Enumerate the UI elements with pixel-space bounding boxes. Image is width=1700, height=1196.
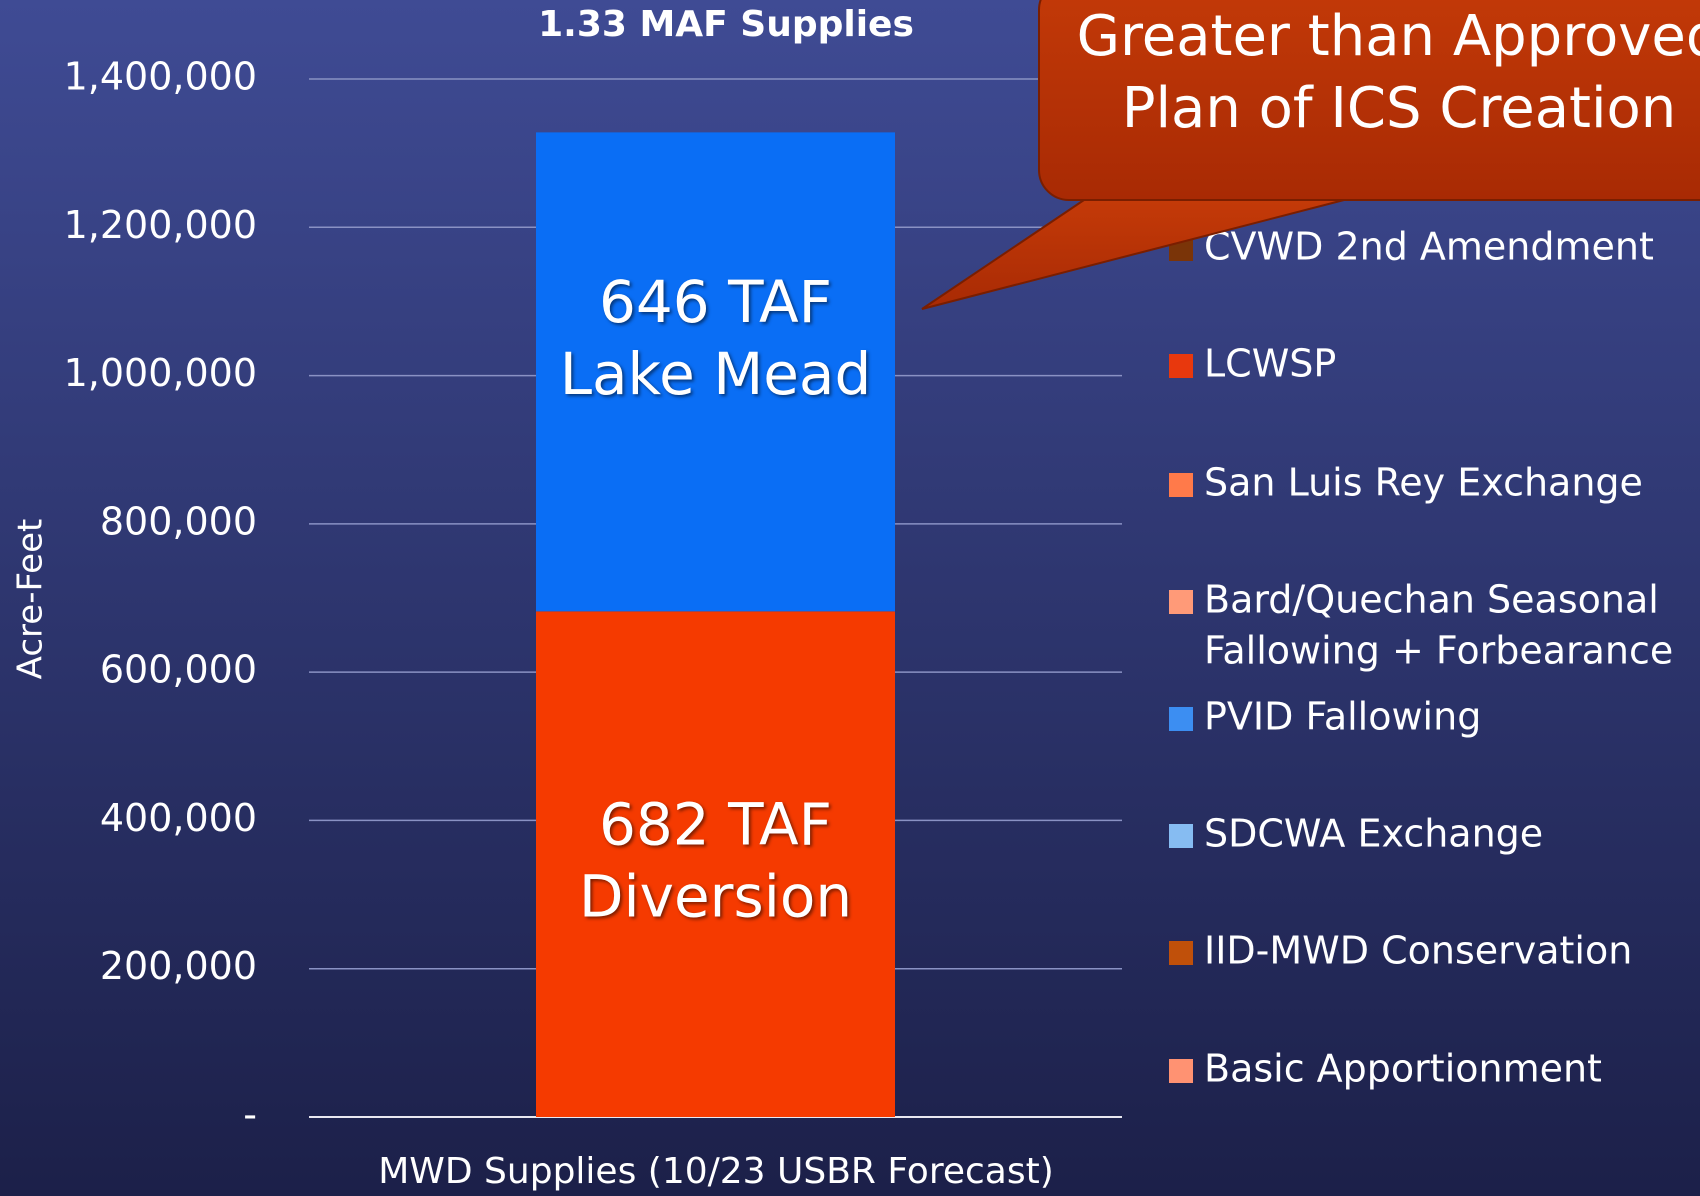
callout-text: Plan of ICS Creation (1122, 76, 1677, 141)
bar-segment (536, 132, 895, 612)
legend-label: Basic Apportionment (1204, 1047, 1602, 1091)
legend-swatch (1169, 473, 1193, 497)
y-tick-label: 1,000,000 (64, 351, 257, 395)
legend-label: LCWSP (1204, 342, 1336, 386)
bar-label: Lake Mead (560, 340, 872, 408)
callout: Greater than Approved Plan of ICS Creati… (921, 0, 1700, 310)
y-tick-label: - (243, 1093, 257, 1137)
legend-label: IID-MWD Conservation (1204, 929, 1632, 973)
legend-label: SDCWA Exchange (1204, 812, 1543, 856)
bar-segment (536, 611, 895, 1117)
legend-swatch (1169, 1059, 1193, 1083)
legend-swatch (1169, 707, 1193, 731)
legend-swatch (1169, 354, 1193, 378)
legend-swatch (1169, 941, 1193, 965)
callout-text: Greater than Approved (1077, 4, 1700, 69)
legend-label: PVID Fallowing (1204, 695, 1481, 739)
y-tick-label: 400,000 (100, 796, 257, 840)
bar-label: 682 TAF (599, 790, 832, 858)
legend-label: San Luis Rey Exchange (1204, 461, 1643, 505)
legend-swatch (1169, 590, 1193, 614)
callout-box (1038, 0, 1700, 201)
y-axis-title: Acre-Feet (11, 519, 51, 680)
y-tick-label: 600,000 (100, 648, 257, 692)
y-tick-label: 800,000 (100, 499, 257, 543)
legend-swatch (1169, 824, 1193, 848)
bar-label: Diversion (579, 862, 852, 930)
y-tick-label: 1,400,000 (64, 55, 257, 99)
legend-label: Bard/Quechan Seasonal (1204, 578, 1659, 622)
y-tick-label: 1,200,000 (64, 203, 257, 247)
legend-label: Fallowing + Forbearance (1204, 629, 1673, 673)
x-tick-label: MWD Supplies (10/23 USBR Forecast) (378, 1151, 1054, 1192)
legend-label: CVWD 2nd Amendment (1204, 225, 1654, 269)
bar-label: 646 TAF (599, 268, 832, 336)
chart-title: 1.33 MAF Supplies (538, 4, 914, 45)
y-tick-label: 200,000 (100, 944, 257, 988)
